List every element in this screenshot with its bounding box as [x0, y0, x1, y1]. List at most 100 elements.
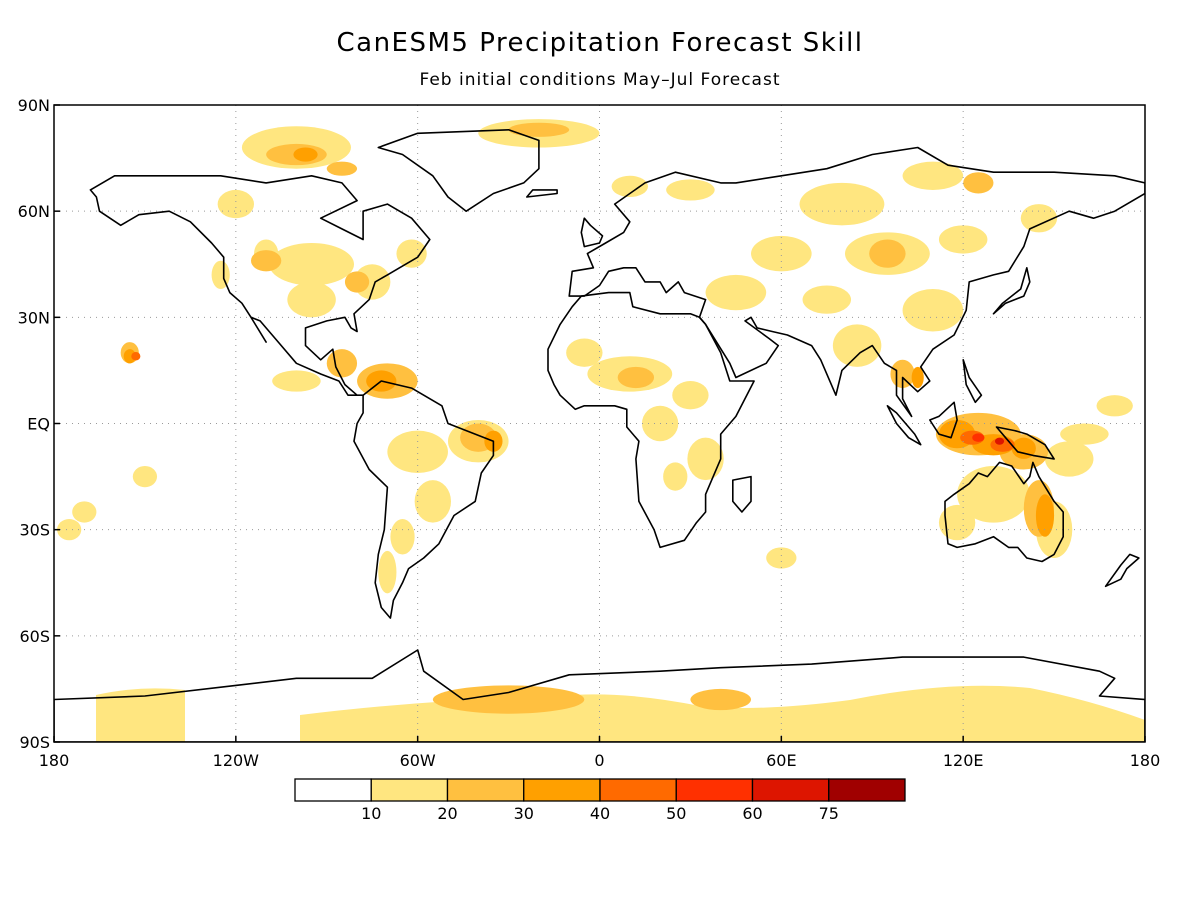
skill-patch-10: [672, 381, 709, 410]
map-subtitle: Feb initial conditions May–Jul Forecast: [419, 70, 781, 90]
skill-patch-20: [250, 250, 282, 272]
skill-patch-75: [994, 437, 1005, 445]
x-tick-label: 180: [39, 751, 70, 770]
y-tick-label: EQ: [27, 415, 50, 434]
coast-madagascar: [732, 475, 752, 513]
colorbar: 10 20 30 40 50 60 75: [294, 778, 906, 823]
colorbar-swatch: [751, 778, 830, 802]
skill-patch-20: [326, 349, 358, 378]
colorbar-swatch: [675, 778, 754, 802]
x-tick-label: 60E: [766, 751, 796, 770]
skill-patch-10: [938, 225, 988, 254]
skill-patch-10: [902, 161, 964, 190]
skill-patch-10: [611, 175, 648, 198]
y-tick-label: 90S: [19, 733, 50, 752]
coast-borneo: [929, 401, 958, 439]
skill-patch-20: [617, 366, 655, 389]
skill-patch-30: [1011, 437, 1036, 459]
skill-patch-10: [387, 430, 448, 474]
skill-patch-10: [72, 501, 97, 523]
skill-patch-10: [57, 519, 82, 541]
colorbar-label: 75: [819, 804, 839, 823]
colorbar-label: 40: [590, 804, 610, 823]
coast-philippines: [962, 359, 983, 404]
skill-patch-60: [972, 433, 985, 442]
skill-shading: [57, 119, 1145, 742]
y-tick-label: 60S: [19, 627, 50, 646]
skill-patch-10: [272, 370, 321, 392]
colorbar-label: 20: [437, 804, 457, 823]
y-tick-label: 30N: [18, 308, 50, 327]
coast-eurasia: [568, 146, 1145, 418]
skill-patch-30: [911, 366, 924, 389]
x-tick-label: 180: [1130, 751, 1161, 770]
colorbar-label: 50: [666, 804, 686, 823]
coast-new-guinea: [995, 426, 1055, 460]
skill-patch-10: [799, 182, 885, 226]
colorbar-swatch: [370, 778, 449, 802]
coast-japan: [992, 267, 1031, 315]
colorbar-label: 60: [742, 804, 762, 823]
colorbar-label: 30: [514, 804, 534, 823]
x-tick-label: 60W: [400, 751, 436, 770]
skill-patch-30: [123, 349, 136, 364]
skill-patch-30: [293, 147, 318, 162]
y-tick-label: 60N: [18, 202, 50, 221]
skill-patch-10: [663, 462, 688, 491]
skill-patch-10: [287, 281, 336, 318]
skill-patch-50: [131, 352, 141, 361]
skill-patch-10: [566, 338, 603, 367]
skill-patch-10: [902, 289, 964, 332]
skill-patch-10: [938, 504, 976, 541]
coast-north-america: [89, 175, 431, 396]
coast-australia: [944, 461, 1064, 563]
colorbar-swatch: [599, 778, 677, 802]
skill-patch-20: [690, 688, 752, 711]
skill-patch-20: [344, 271, 370, 293]
x-tick-label: 120W: [213, 751, 260, 770]
x-tick-label: 120E: [943, 751, 984, 770]
y-tick-label: 30S: [19, 521, 50, 540]
skill-patch-10: [1020, 204, 1058, 233]
skill-patch-10: [666, 179, 715, 201]
colorbar-swatch: [523, 778, 601, 802]
skill-patch-10: [687, 437, 724, 481]
skill-patch-10: [132, 465, 158, 488]
coast-antarctica: [54, 649, 1145, 742]
skill-patch-10: [1044, 441, 1094, 477]
skill-patch-10: [1060, 423, 1109, 445]
skill-patch-10: [96, 688, 185, 742]
coast-africa: [547, 291, 755, 549]
graticule: [54, 105, 1145, 742]
axis-ticks: 180 120W 60W 0 60E 120E 180 90N 60N 30N EQ 30S 60S 90…: [18, 96, 1161, 770]
skill-patch-20: [508, 122, 570, 137]
colorbar-label: 10: [361, 804, 381, 823]
map-title: CanESM5 Precipitation Forecast Skill: [336, 28, 864, 58]
x-tick-label: 0: [594, 751, 604, 770]
coast-new-zealand: [1104, 553, 1140, 588]
colorbar-swatch: [828, 778, 906, 802]
skill-patch-10: [378, 550, 397, 594]
y-tick-label: 90N: [18, 96, 50, 115]
skill-patch-10: [390, 519, 415, 555]
skill-patch-10: [414, 480, 451, 523]
skill-patch-10: [217, 189, 255, 219]
coast-britain: [580, 217, 604, 248]
skill-patch-20: [432, 685, 585, 714]
coast-iceland: [526, 189, 558, 198]
coast-south-america: [353, 380, 495, 619]
coast-greenland: [377, 129, 540, 212]
skill-patch-20: [869, 239, 906, 268]
skill-patch-20: [326, 161, 358, 176]
coastlines: [54, 129, 1145, 742]
skill-patch-10: [832, 324, 882, 367]
coast-sumatra: [886, 405, 922, 446]
skill-patch-10: [802, 285, 852, 314]
skill-patch-10: [766, 547, 797, 569]
skill-patch-20: [963, 172, 994, 194]
skill-patch-10: [1096, 395, 1133, 417]
skill-patch-30: [1035, 494, 1055, 537]
skill-patch-10: [396, 239, 427, 268]
skill-patch-10: [751, 235, 812, 272]
